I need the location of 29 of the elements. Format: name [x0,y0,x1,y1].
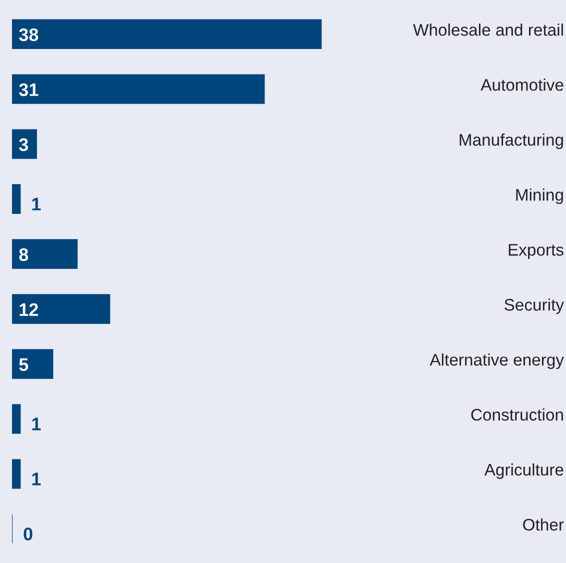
data-label: 1 [32,198,41,210]
y-tick-label: Exports [508,244,564,260]
data-label: 1 [32,418,41,430]
y-tick-label: Manufacturing [460,134,563,150]
bar [12,19,322,49]
data-label: 5 [19,358,28,372]
bar [12,294,110,324]
bar [12,459,21,489]
bar [12,184,21,214]
bar [12,74,265,104]
data-label: 0 [24,528,32,540]
y-tick-label: Construction [471,408,563,421]
bar [12,239,78,269]
data-label: 8 [19,248,28,262]
data-label: 31 [19,83,38,96]
y-tick-label: Alternative energy [430,353,564,369]
bar [12,404,21,434]
data-label: 3 [19,138,28,152]
data-label: 1 [32,472,41,486]
y-tick-label: Automotive [480,78,564,91]
bar [12,129,37,159]
data-label: 38 [19,28,38,42]
y-tick-label: Agriculture [484,463,564,479]
y-tick-label: Wholesale and retail [413,24,563,36]
data-label: 12 [20,303,38,316]
y-tick-label: Security [504,298,564,314]
y-tick-label: Other [523,518,564,531]
bar [12,349,54,379]
y-tick-label: Mining [516,188,563,204]
